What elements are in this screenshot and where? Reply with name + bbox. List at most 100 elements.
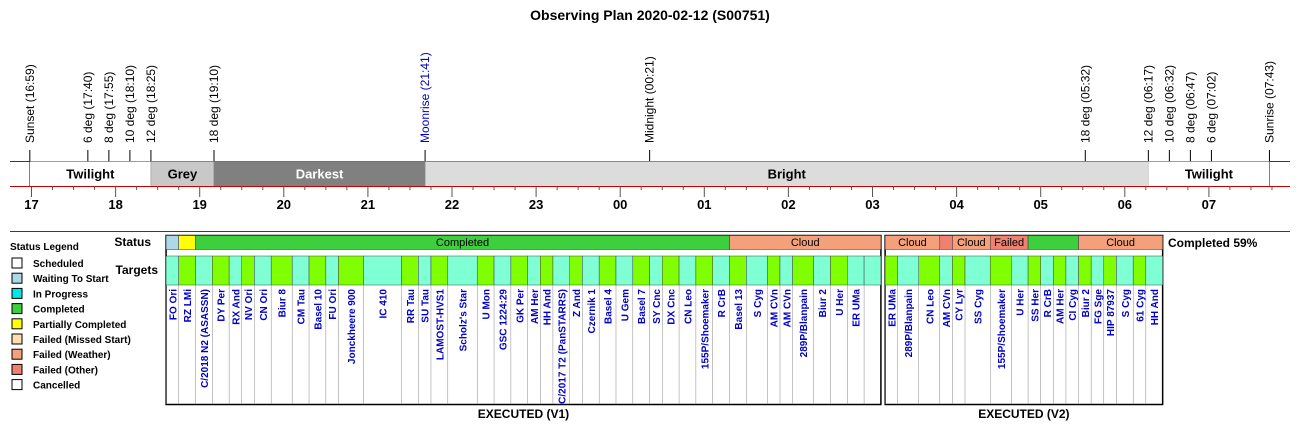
- target-name: FU Ori: [328, 289, 339, 320]
- target-cell: [1145, 255, 1163, 286]
- axis-tick-label: 04: [949, 197, 964, 212]
- event-label: 6 deg (17:40): [81, 72, 95, 143]
- legend-swatch: [11, 333, 23, 345]
- target-cell: [632, 255, 650, 286]
- execution-block: EXECUTED (V2) Cloud Cloud Failed Cloud ER UMa…: [884, 234, 1164, 421]
- axis-tick-label: 00: [613, 197, 627, 212]
- target-cell: [1027, 255, 1041, 286]
- target-cell: [1132, 255, 1147, 286]
- sky-band: [29, 161, 151, 187]
- axis-tick-label: 22: [445, 197, 459, 212]
- target-name: U Her: [1016, 289, 1027, 316]
- sky-band-label: Twilight: [66, 167, 115, 182]
- target-name: 289P/Blanpain: [799, 289, 810, 357]
- execution-blocks: EXECUTED (V1) Completed Cloud FO Ori RZ LMi C…: [165, 234, 1164, 421]
- legend-swatch: [11, 257, 23, 269]
- target-name: ER UMa: [852, 289, 863, 327]
- target-cell: [212, 255, 230, 286]
- target-name: SS Cyg: [974, 289, 985, 324]
- target-name: R CrB: [717, 289, 728, 317]
- target-name: CY Lyr: [955, 289, 966, 321]
- target-name: CI Cyg: [1068, 289, 1079, 321]
- target-name: 155P/Shoemaker: [997, 289, 1008, 369]
- target-name: RZ LMi: [183, 289, 194, 323]
- sky-band-label: Grey: [168, 167, 198, 182]
- target-cell: [1053, 255, 1067, 286]
- status-segment: [1078, 235, 1163, 250]
- target-name: HH And: [543, 289, 554, 325]
- target-name: DY Per: [217, 289, 228, 322]
- axis-tick-label: 20: [277, 197, 291, 212]
- status-segment: [178, 235, 196, 250]
- target-name: U Her: [835, 289, 846, 316]
- status-segment: [1027, 235, 1079, 250]
- sky-band: [213, 161, 426, 187]
- target-name: SU Tau: [421, 289, 432, 323]
- target-cell: [338, 255, 364, 286]
- target-cell: [847, 255, 865, 286]
- target-name: ER UMa: [887, 289, 898, 327]
- target-cell: [729, 255, 747, 286]
- legend-item-label: Waiting To Start: [33, 274, 109, 285]
- target-name: GSC 1224:29: [498, 289, 509, 351]
- target-name: R CrB: [1043, 289, 1054, 317]
- target-cell: [779, 255, 793, 286]
- target-cell: [1116, 255, 1134, 286]
- legend-item-label: Cancelled: [33, 381, 80, 392]
- target-cell: [418, 255, 432, 286]
- target-cell: [598, 255, 617, 286]
- target-cell: [195, 255, 213, 286]
- target-cell: [254, 255, 272, 286]
- target-cell: [662, 255, 680, 286]
- target-name: U Gem: [620, 289, 631, 321]
- target-name: Biur 2: [1081, 289, 1092, 318]
- legend-swatch: [11, 287, 23, 299]
- target-cell: [939, 255, 953, 286]
- target-cell: [228, 255, 242, 286]
- event-label: 12 deg (18:25): [144, 65, 158, 143]
- sky-band-label: Darkest: [296, 167, 344, 182]
- axis-tick-label: 05: [1033, 197, 1047, 212]
- axis-tick-label: 19: [192, 197, 206, 212]
- event-label: 8 deg (17:55): [102, 72, 116, 143]
- target-cell: [649, 255, 663, 286]
- target-cell: [1078, 255, 1092, 286]
- target-name: FG Sge: [1093, 289, 1104, 324]
- target-name: U Mon: [482, 289, 493, 320]
- target-cell: [712, 255, 730, 286]
- legend-item-label: Scheduled: [33, 259, 84, 270]
- target-cell: [270, 255, 293, 286]
- target-name: Scholz's Star: [459, 289, 470, 352]
- target-name: FO Ori: [168, 289, 179, 320]
- target-cell: [527, 255, 541, 286]
- target-name: Biur 2: [818, 289, 829, 318]
- target-name: HIP 87937: [1106, 289, 1117, 337]
- event-label: 10 deg (06:32): [1162, 65, 1176, 143]
- event-label: 18 deg (05:32): [1078, 65, 1092, 143]
- target-cell: [476, 255, 495, 286]
- target-name: 155P/Shoemaker: [700, 289, 711, 369]
- status-segment-label: Cloud: [791, 237, 820, 249]
- target-cell: [792, 255, 814, 286]
- target-cell: [447, 255, 478, 286]
- target-name: RX And: [231, 289, 242, 325]
- target-name: CN Ori: [259, 289, 270, 321]
- target-name: Basel 7: [637, 289, 648, 324]
- sky-condition-bands: Twilight Grey Darkest Bright Twilight: [29, 161, 1270, 187]
- execution-label: EXECUTED (V2): [978, 407, 1069, 421]
- legend-title: Status Legend: [10, 242, 79, 253]
- target-name: Basel 13: [734, 289, 745, 330]
- target-name: NV Ori: [244, 289, 255, 320]
- status-segment-label: Cloud: [957, 237, 986, 249]
- execution-label: EXECUTED (V1): [478, 407, 569, 421]
- sky-band-label: Bright: [768, 167, 807, 182]
- target-cell: [897, 255, 920, 286]
- target-cell: [241, 255, 255, 286]
- axis-tick-label: 03: [865, 197, 879, 212]
- target-cell: [1040, 255, 1054, 286]
- legend-item-label: Failed (Other): [33, 365, 98, 376]
- axis-tick-label: 07: [1202, 197, 1216, 212]
- time-axis: 17 18 19 20 21 22 23 00 01 02 03 04 05 06 07: [10, 186, 1290, 232]
- target-name: GK Per: [515, 289, 526, 323]
- status-row-label: Status: [114, 235, 151, 249]
